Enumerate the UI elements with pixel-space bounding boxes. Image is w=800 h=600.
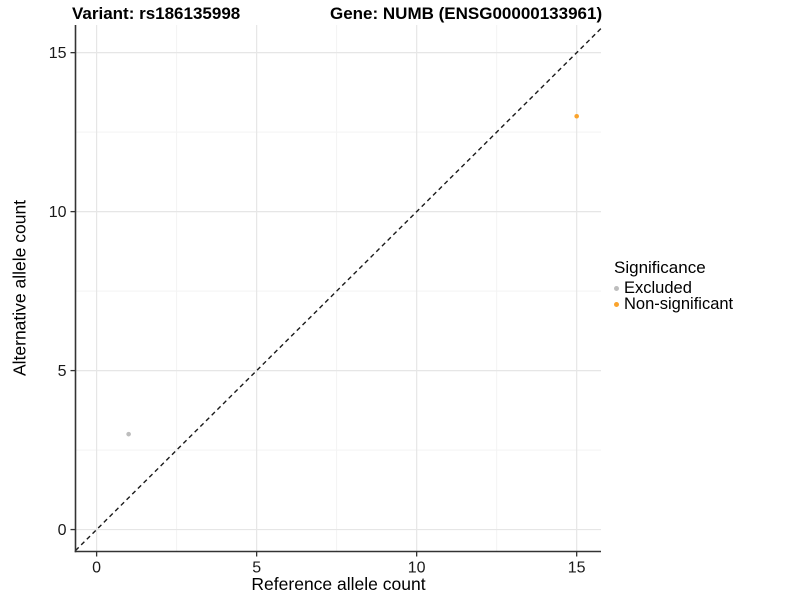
variant-title: Variant: rs186135998 [72,4,241,23]
legend-item: Non-significant [612,295,734,313]
legend-item: Excluded [612,279,733,297]
identity-line [75,28,602,552]
legend-item-label: Non-significant [624,295,734,313]
legend-swatch-icon [614,302,619,307]
x-tick-label: 10 [408,560,426,577]
y-tick-label: 15 [49,45,67,62]
data-point-non-significant [574,113,579,119]
y-tick-label: 5 [58,363,67,380]
data-point-excluded [126,431,131,437]
x-axis-title: Reference allele count [251,574,426,594]
y-tick-label: 10 [49,204,67,221]
legend-item-label: Excluded [624,279,692,297]
x-tick-label: 15 [568,560,586,577]
gene-title: Gene: NUMB (ENSG00000133961) [330,4,603,23]
y-tick-label: 0 [58,522,67,539]
legend-items: Excluded Non-significant [612,279,734,313]
legend-title: Significance [614,258,706,277]
y-axis-title: Alternative allele count [9,199,30,377]
x-tick-label: 0 [92,560,101,577]
x-tick-label: 5 [252,560,261,577]
legend: Significance Excluded Non-significant [612,258,733,312]
legend-swatch-icon [614,286,619,291]
